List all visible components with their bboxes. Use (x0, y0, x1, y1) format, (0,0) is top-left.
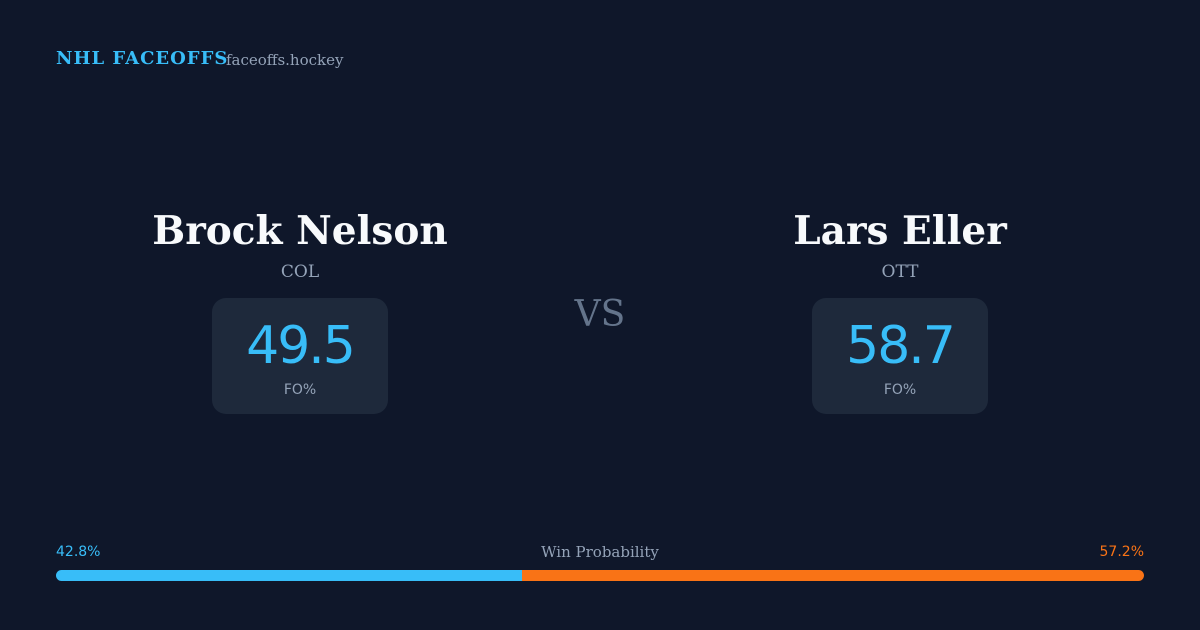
site: faceoffs.hockey (226, 51, 344, 69)
player-right: Lars Eller OTT 58.7 FO% (650, 206, 1150, 414)
fo-label: FO% (883, 382, 917, 398)
fo-pct: 58.7 (846, 316, 956, 376)
player-name: Lars Eller (793, 208, 1007, 254)
bar-left (56, 570, 522, 581)
player-team: COL (280, 262, 320, 282)
versus: VS (574, 294, 626, 335)
bar-right (521, 570, 1144, 581)
win-prob-title: Win Probability (541, 543, 659, 561)
fo-pct: 49.5 (246, 316, 356, 376)
stat-box: 58.7 FO% (812, 298, 988, 414)
player-name: Brock Nelson (152, 208, 448, 254)
player-left: Brock Nelson COL 49.5 FO% (50, 206, 550, 414)
win-prob-right: 57.2% (1099, 544, 1144, 560)
fo-label: FO% (283, 382, 317, 398)
stat-box: 49.5 FO% (212, 298, 388, 414)
player-team: OTT (881, 262, 919, 282)
win-prob-left: 42.8% (56, 544, 101, 560)
brand: NHL FACEOFFS (56, 48, 229, 69)
win-prob-bar (56, 570, 1144, 581)
